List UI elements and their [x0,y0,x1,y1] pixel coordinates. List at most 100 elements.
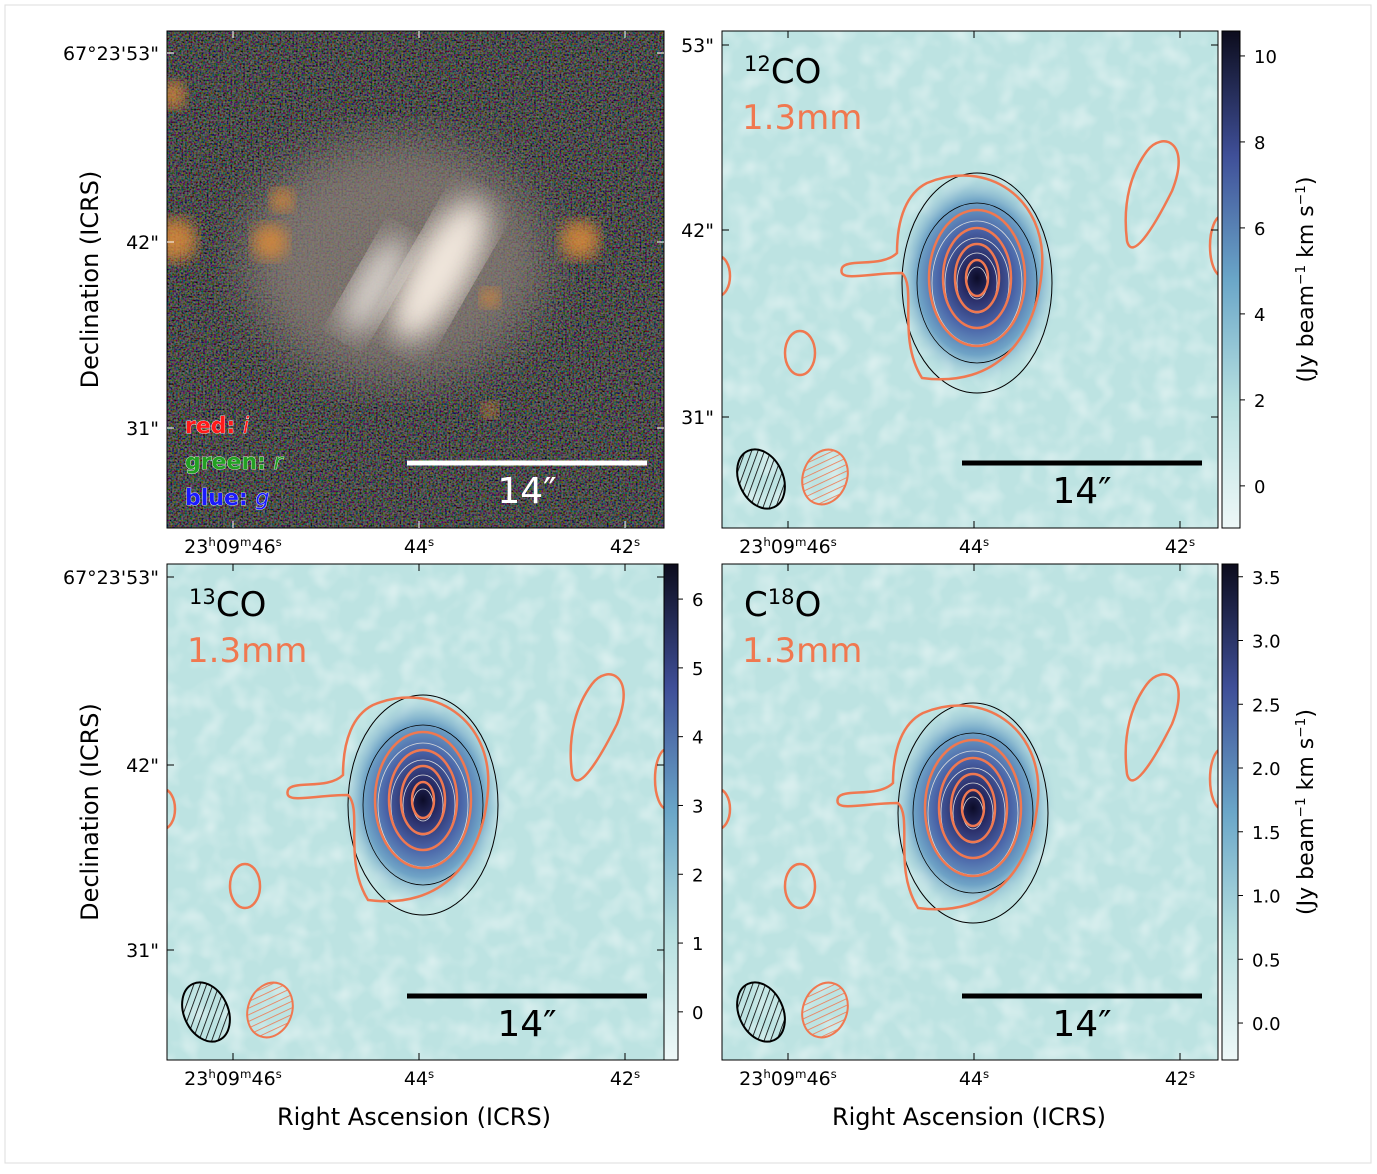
text-part: m [795,1067,806,1081]
text-part: 46 [806,536,830,558]
text-part: CO [771,52,822,92]
text-part: 42 [610,536,634,558]
colorbar-tick-label: 0 [1254,477,1265,498]
x-tick-label: 42s [1165,535,1195,558]
text-part: s [831,1067,837,1081]
x-tick-label: 23h09m46s [739,535,837,558]
colorbar-tick-label: 3.5 [1252,568,1281,589]
text-part: 23 [739,536,763,558]
y-tick-label: 42" [126,232,159,254]
scale-bar-label: 14″ [497,1004,556,1045]
text-part: m [240,1067,251,1081]
legend-name: red: [185,414,235,439]
text-part: 44 [959,1068,983,1090]
colorbar-tick-label: 2 [692,865,703,886]
y-tick-label: 67°23'53" [63,43,159,65]
text-part: (Jy beam [1294,285,1319,383]
y-tick-label: 67°23'53" [63,567,159,589]
colorbar-tick-label: 2.0 [1252,759,1281,780]
text-part: CO [216,585,267,625]
star [270,188,294,212]
colorbar-tick-label: 0.0 [1252,1014,1281,1035]
star [560,220,600,260]
text-part: C [744,585,768,625]
text-part: 42 [610,1068,634,1090]
legend-entry: green: r [185,450,285,475]
text-part: 09 [216,1068,240,1090]
text-part: 23 [184,536,208,558]
x-tick-label: 23h09m46s [739,1067,837,1090]
colorbar-tick-label: 3.0 [1252,632,1281,653]
wavelength-label: 1.3mm [742,631,862,671]
colorbar [664,564,678,1060]
text-part: s [428,535,434,549]
text-part: s [634,1067,640,1081]
y-tick-label: 53" [681,35,714,57]
star [252,224,288,260]
colorbar [1222,564,1238,1060]
colorbar-tick-label: 0 [692,1003,703,1024]
text-part: km s [1294,738,1319,798]
x-tick-label: 44s [404,535,434,558]
colorbar-tick-label: 4 [692,728,703,749]
legend-name: green: [185,450,266,475]
star [482,402,498,418]
text-part: 13 [189,584,216,609]
text-part: s [983,535,989,549]
x-tick-label: 42s [610,1067,640,1090]
text-part: 18 [768,584,795,609]
text-part: h [763,1067,770,1081]
colorbar-tick-label: 5 [692,659,703,680]
text-part: h [208,535,215,549]
colorbar-tick-label: 2.5 [1252,695,1281,716]
y-tick-label: 42" [126,755,159,777]
x-tick-label: 23h09m46s [184,1067,282,1090]
colorbar-tick-label: 6 [1254,219,1265,240]
text-part: s [276,1067,282,1081]
text-part: s [831,535,837,549]
x-tick-label: 44s [404,1067,434,1090]
text-part: −1 [1293,185,1309,205]
star [158,81,186,109]
text-part: m [240,535,251,549]
star [153,218,197,262]
y-tick-label: 31" [681,407,714,429]
legend-entry: blue: g [185,486,269,511]
y-axis-title: Declination (ICRS) [76,703,104,921]
legend-band: g [255,486,269,511]
text-part: 44 [959,536,983,558]
legend-band: i [243,414,249,439]
text-part: h [763,535,770,549]
legend-entry: red: i [185,414,249,439]
x-axis-title: Right Ascension (ICRS) [832,1103,1106,1131]
scale-bar-label: 14″ [1052,1004,1111,1045]
text-part: s [983,1067,989,1081]
text-part: 42 [1165,1068,1189,1090]
colorbar-tick-label: 1 [692,934,703,955]
text-part: 42 [1165,536,1189,558]
text-part: −1 [1293,797,1309,817]
legend-name: blue: [185,486,248,511]
text-part: 44 [404,1068,428,1090]
text-part: ) [1294,177,1319,186]
x-tick-label: 44s [959,535,989,558]
colorbar-tick-label: 0.5 [1252,950,1281,971]
wavelength-label: 1.3mm [187,631,307,671]
text-part: s [276,535,282,549]
colorbar-tick-label: 6 [692,590,703,611]
colorbar-tick-label: 8 [1254,133,1265,154]
text-part: −1 [1293,718,1309,738]
text-part: 09 [771,1068,795,1090]
text-part: 46 [251,1068,275,1090]
text-part: O [795,585,822,625]
colorbar-tick-label: 10 [1254,47,1277,68]
text-part: (Jy beam [1294,817,1319,915]
text-part: s [1189,535,1195,549]
text-part: 46 [251,536,275,558]
colorbar-label: (Jy beam−1 km s−1) [1293,177,1319,383]
star [480,288,500,308]
x-tick-label: 44s [959,1067,989,1090]
x-tick-label: 23h09m46s [184,535,282,558]
text-part: m [795,535,806,549]
scale-bar-label: 14″ [497,471,556,512]
